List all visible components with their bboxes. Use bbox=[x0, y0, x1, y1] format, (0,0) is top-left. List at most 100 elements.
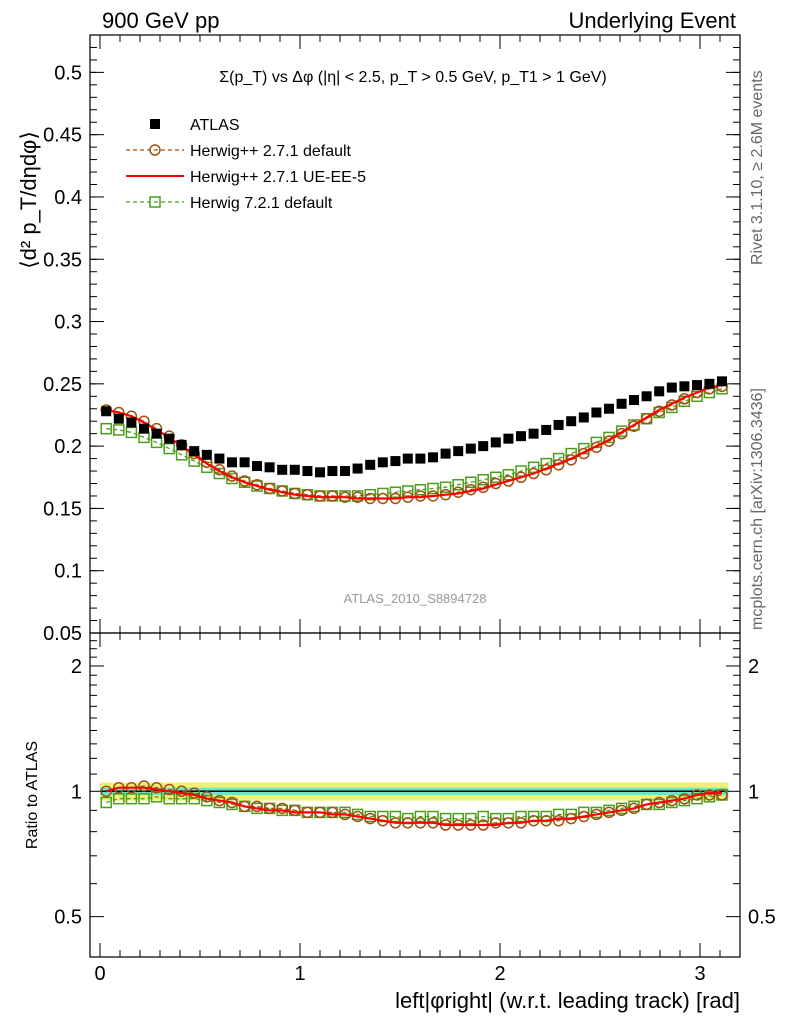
ratio-data-point bbox=[515, 810, 527, 823]
data-point bbox=[465, 443, 476, 454]
data-point bbox=[490, 471, 502, 484]
ratio-data-point bbox=[138, 780, 150, 792]
ratio-data-point bbox=[490, 817, 502, 829]
y-tick-label: 0.05 bbox=[43, 623, 82, 645]
data-point bbox=[402, 485, 414, 497]
y-tick-label: 0.2 bbox=[54, 436, 82, 458]
data-point bbox=[553, 419, 564, 430]
data-point bbox=[125, 426, 138, 439]
legend-entry-label: ATLAS bbox=[190, 117, 240, 134]
header-left-label: 900 GeV pp bbox=[102, 8, 219, 33]
ratio-y-tick-label-right: 0.5 bbox=[748, 907, 776, 929]
data-point bbox=[654, 386, 665, 397]
data-point bbox=[691, 390, 703, 403]
main-plot-panel: 0.05 0.1 0.15 0.2 0.25 0.3 0.35 0.4 0.45 0.5 ⟨d² p… bbox=[16, 34, 741, 645]
data-point bbox=[465, 476, 477, 489]
data-point bbox=[578, 447, 590, 460]
rivet-version-label: Rivet 3.1.10, ≥ 2.6M events bbox=[749, 70, 766, 265]
data-point bbox=[452, 478, 464, 491]
series-0 bbox=[101, 376, 727, 478]
data-point bbox=[502, 475, 515, 487]
ratio-y-axis-title: Ratio to ATLAS bbox=[24, 741, 41, 849]
data-point bbox=[615, 427, 628, 440]
data-point bbox=[440, 448, 451, 459]
data-point bbox=[402, 453, 413, 464]
x-tick-label: 2 bbox=[494, 963, 505, 985]
ratio-data-point bbox=[125, 792, 138, 805]
data-point bbox=[515, 465, 527, 477]
ratio-data-point bbox=[326, 806, 339, 819]
data-point bbox=[428, 452, 438, 463]
data-point bbox=[239, 457, 250, 468]
data-point bbox=[289, 464, 300, 475]
mcplots-label: mcplots.cern.ch [arXiv:1306.3436] bbox=[749, 388, 766, 630]
y-tick-label: 0.5 bbox=[54, 62, 82, 84]
data-point bbox=[390, 456, 401, 467]
x-tick-label: 3 bbox=[694, 963, 705, 985]
ratio-data-point bbox=[414, 810, 427, 823]
ratio-data-point bbox=[716, 789, 728, 801]
data-point bbox=[679, 381, 690, 392]
data-point bbox=[326, 490, 339, 502]
ratio-y-tick-label: 1 bbox=[71, 781, 82, 803]
data-point bbox=[628, 420, 640, 432]
data-point bbox=[591, 407, 602, 418]
ratio-series-1 bbox=[105, 786, 722, 827]
data-point bbox=[176, 439, 187, 450]
y-tick-label: 0.1 bbox=[54, 561, 82, 583]
data-point bbox=[516, 431, 526, 442]
data-point bbox=[717, 376, 727, 387]
header-right-label: Underlying Event bbox=[568, 8, 736, 33]
data-point bbox=[352, 463, 363, 474]
data-point bbox=[113, 413, 124, 424]
ratio-data-point bbox=[691, 792, 703, 805]
data-point bbox=[616, 398, 627, 409]
data-point bbox=[264, 462, 275, 473]
x-tick-label: 1 bbox=[294, 963, 305, 985]
data-point bbox=[427, 482, 439, 495]
data-point bbox=[453, 446, 464, 457]
ratio-y-tick-label-right: 2 bbox=[748, 656, 759, 678]
data-point bbox=[566, 416, 577, 427]
data-point bbox=[389, 486, 402, 498]
ratio-series-line bbox=[106, 794, 723, 820]
data-point bbox=[101, 406, 112, 417]
data-point bbox=[214, 453, 225, 464]
ratio-y-tick-label: 2 bbox=[71, 656, 82, 678]
data-point bbox=[100, 422, 112, 435]
ratio-data-point bbox=[100, 785, 112, 798]
data-point bbox=[414, 483, 427, 496]
data-point bbox=[641, 391, 652, 402]
main-plot-frame bbox=[89, 34, 741, 634]
analysis-watermark: ATLAS_2010_S8894728 bbox=[344, 591, 487, 606]
data-point bbox=[189, 446, 200, 457]
series-2 bbox=[105, 384, 723, 500]
data-point bbox=[502, 469, 515, 481]
ratio-series-line bbox=[105, 786, 722, 827]
data-point bbox=[139, 423, 149, 434]
plot-title: Σ(p_T) vs Δφ (|η| < 2.5, p_T > 0.5 GeV, … bbox=[219, 69, 606, 86]
data-point bbox=[666, 399, 678, 411]
legend-marker-atlas bbox=[150, 119, 160, 129]
data-point bbox=[528, 428, 539, 439]
y-tick-label: 0.25 bbox=[43, 374, 82, 396]
x-tick-label: 0 bbox=[94, 963, 105, 985]
data-point bbox=[364, 488, 376, 501]
ratio-data-point bbox=[251, 800, 263, 813]
ratio-data-point bbox=[188, 787, 200, 799]
y-tick-label: 0.45 bbox=[43, 125, 82, 147]
series-line bbox=[106, 388, 723, 497]
ratio-data-point bbox=[163, 792, 175, 805]
data-point bbox=[515, 471, 527, 484]
data-point bbox=[490, 437, 501, 448]
y-axis-title: ⟨d² p_T/dηdφ⟩ bbox=[16, 131, 41, 269]
ratio-plot-frame bbox=[89, 632, 741, 958]
data-point bbox=[439, 481, 452, 493]
ratio-data-point bbox=[552, 814, 565, 827]
data-point bbox=[377, 457, 388, 468]
data-point bbox=[164, 433, 175, 444]
data-point bbox=[213, 464, 226, 476]
ratio-data-point bbox=[113, 792, 125, 805]
ratio-data-point bbox=[276, 802, 288, 815]
